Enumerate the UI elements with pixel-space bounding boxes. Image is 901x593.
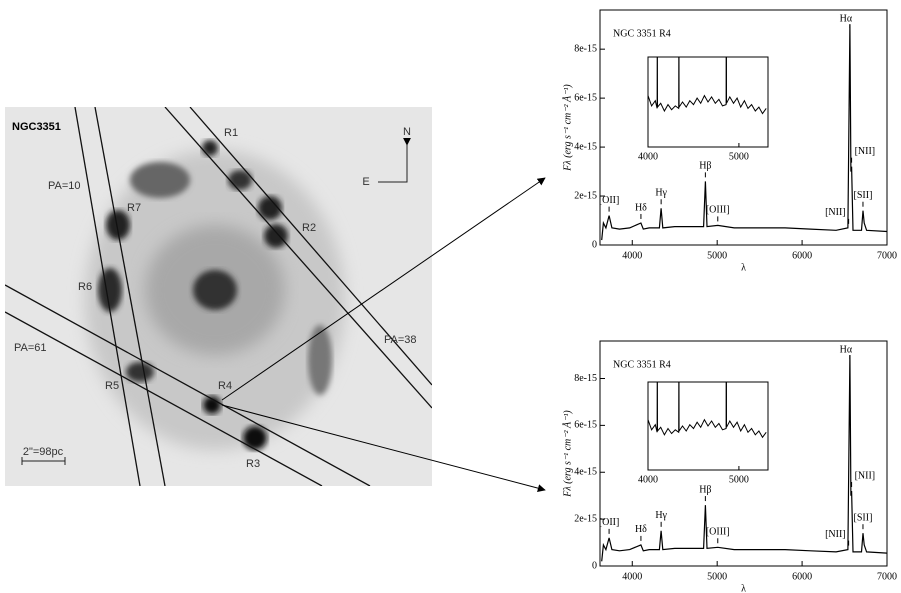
y-tick-label: 0	[592, 239, 597, 250]
inset-x-tick-label: 5000	[729, 474, 749, 485]
pa-label: PA=10	[48, 180, 81, 192]
x-tick-label: 6000	[792, 571, 812, 582]
galaxy	[5, 107, 432, 486]
inset-spectrum-line	[648, 57, 767, 115]
inset-x-tick-label: 4000	[638, 474, 658, 485]
pointer-arrow	[221, 404, 546, 493]
y-tick-label: 4e-15	[574, 467, 597, 478]
region-label: R6	[78, 281, 92, 293]
spectrum-line	[601, 24, 887, 241]
line-label: [NII]	[825, 207, 846, 218]
compass-arms	[381, 148, 408, 183]
region-label: R1	[224, 127, 238, 139]
x-tick-label: 4000	[622, 571, 642, 582]
line-label: Hγ	[655, 510, 667, 521]
region-label: R3	[246, 458, 260, 470]
x-tick-label: 6000	[792, 250, 812, 261]
y-tick-label: 4e-15	[574, 141, 597, 152]
x-tick-label: 4000	[622, 250, 642, 261]
line-label: Hβ	[699, 161, 711, 172]
x-axis-label: λ	[741, 583, 746, 593]
spectrum-line	[601, 355, 887, 562]
inset-spectrum-line	[648, 382, 767, 439]
y-axis-label: Fλ (erg s⁻¹ cm⁻² Å⁻¹)	[561, 410, 573, 498]
inset-x-tick-label: 4000	[638, 151, 658, 162]
line-label: Hδ	[635, 524, 647, 535]
slits	[5, 107, 432, 486]
line-label: [SII]	[854, 190, 873, 201]
y-tick-label: 0	[592, 560, 597, 571]
line-label: [OIII]	[706, 205, 730, 216]
y-tick-label: 8e-15	[574, 373, 597, 384]
pa-label: PA=38	[384, 334, 417, 346]
line-label: [SII]	[854, 512, 873, 523]
chart-title: NGC 3351 R4	[613, 28, 671, 39]
scale-label: 2"=98pc	[23, 446, 64, 458]
x-tick-label: 7000	[877, 571, 897, 582]
galaxy-image: NGC3351 R1 R2 R3 R4 R5 R6 R7 PA=10 PA=38…	[5, 107, 432, 486]
line-label: [NII]	[855, 470, 876, 481]
chart-title: NGC 3351 R4	[613, 359, 671, 370]
region-label: R2	[302, 222, 316, 234]
pointer-arrow	[221, 177, 546, 401]
compass-north: N	[403, 126, 411, 138]
region-label: R7	[127, 202, 141, 214]
line-label: Hβ	[699, 484, 711, 495]
line-label: Hα	[840, 344, 853, 355]
x-tick-label: 7000	[877, 250, 897, 261]
y-tick-label: 8e-15	[574, 43, 597, 54]
x-tick-label: 5000	[707, 571, 727, 582]
line-label: [OII]	[599, 517, 620, 528]
y-tick-label: 6e-15	[574, 420, 597, 431]
plot-frame	[599, 340, 888, 567]
image-title: NGC3351	[12, 121, 61, 133]
scale-bar	[21, 457, 66, 465]
line-label: [OII]	[599, 195, 620, 206]
plot-frame	[599, 9, 888, 246]
y-tick-label: 2e-15	[574, 190, 597, 201]
y-tick-label: 6e-15	[574, 92, 597, 103]
x-axis-label: λ	[741, 262, 746, 273]
line-label: Hα	[840, 13, 853, 24]
line-label: [OIII]	[706, 527, 730, 538]
line-label: [NII]	[825, 529, 846, 540]
region-label: R5	[105, 380, 119, 392]
y-axis-label: Fλ (erg s⁻¹ cm⁻² Å⁻¹)	[561, 84, 573, 172]
line-label: [NII]	[855, 146, 876, 157]
y-tick-label: 2e-15	[574, 513, 597, 524]
pa-label: PA=61	[14, 342, 47, 354]
compass-east: E	[362, 176, 369, 188]
spectra: 0 2e-15 4e-15 6e-15 8e-15 4000 5000 6000 7000 λ Fλ…	[561, 9, 897, 593]
inset-x-tick-label: 5000	[729, 151, 749, 162]
x-tick-label: 5000	[707, 250, 727, 261]
line-label: Hγ	[655, 188, 667, 199]
region-label: R4	[218, 380, 232, 392]
line-label: Hδ	[635, 202, 647, 213]
